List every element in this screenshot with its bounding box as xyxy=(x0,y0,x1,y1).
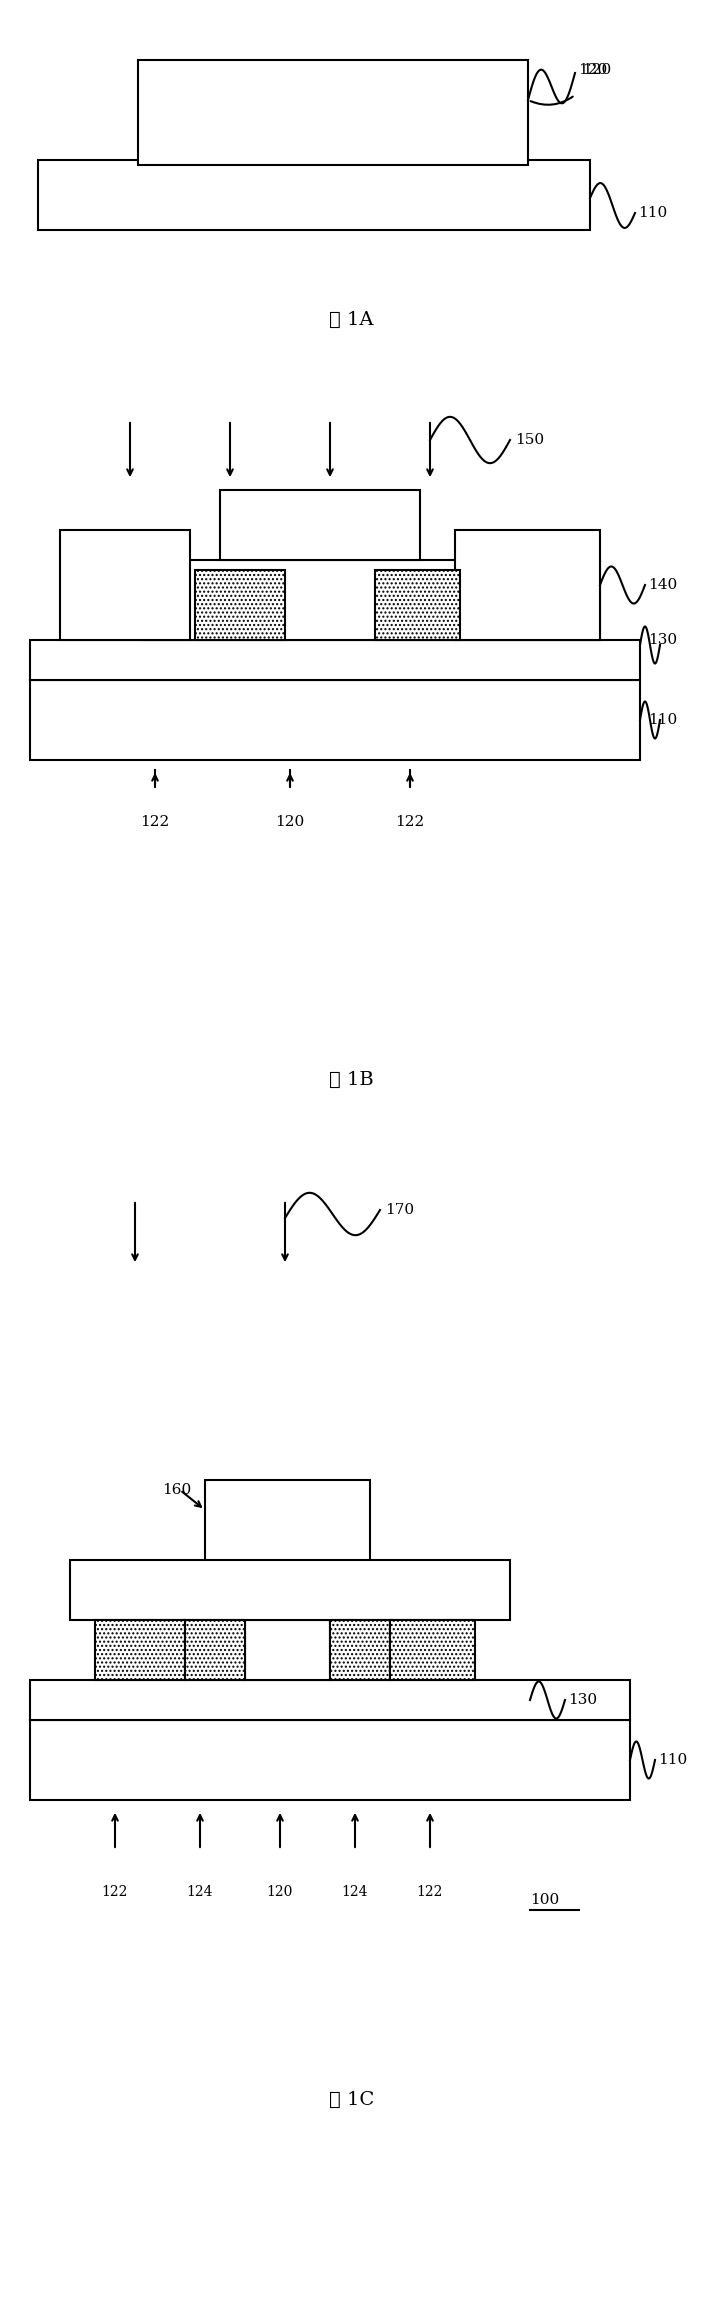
Text: 122: 122 xyxy=(102,1886,128,1900)
FancyBboxPatch shape xyxy=(195,570,285,639)
Text: 120: 120 xyxy=(276,816,304,829)
Text: 100: 100 xyxy=(530,1893,560,1907)
FancyBboxPatch shape xyxy=(60,531,190,639)
Text: 图 1B: 图 1B xyxy=(329,1070,374,1089)
Text: 图 1A: 图 1A xyxy=(329,310,374,329)
FancyBboxPatch shape xyxy=(455,531,600,639)
FancyBboxPatch shape xyxy=(38,160,590,229)
Text: 图 1C: 图 1C xyxy=(329,2090,374,2108)
FancyBboxPatch shape xyxy=(220,489,420,561)
FancyBboxPatch shape xyxy=(138,60,528,165)
FancyBboxPatch shape xyxy=(140,561,600,639)
FancyBboxPatch shape xyxy=(30,1719,630,1800)
Text: 140: 140 xyxy=(648,577,677,593)
Text: 120: 120 xyxy=(578,63,607,76)
Text: 130: 130 xyxy=(568,1694,597,1708)
Text: 110: 110 xyxy=(648,714,677,728)
FancyBboxPatch shape xyxy=(375,570,460,639)
Text: 122: 122 xyxy=(395,816,425,829)
FancyBboxPatch shape xyxy=(185,1620,245,1680)
FancyBboxPatch shape xyxy=(30,639,640,679)
Text: 130: 130 xyxy=(648,633,677,646)
FancyBboxPatch shape xyxy=(205,1481,370,1601)
Text: 124: 124 xyxy=(342,1886,368,1900)
FancyBboxPatch shape xyxy=(70,1559,510,1620)
Text: 110: 110 xyxy=(638,206,667,220)
Text: 122: 122 xyxy=(417,1886,443,1900)
Text: 120: 120 xyxy=(267,1886,293,1900)
Text: 122: 122 xyxy=(141,816,169,829)
Text: 110: 110 xyxy=(658,1754,688,1768)
Text: 120: 120 xyxy=(582,63,611,76)
FancyBboxPatch shape xyxy=(30,1680,630,1719)
FancyBboxPatch shape xyxy=(95,1620,185,1680)
FancyBboxPatch shape xyxy=(30,679,640,760)
FancyBboxPatch shape xyxy=(390,1620,475,1680)
Text: 160: 160 xyxy=(162,1483,191,1497)
Text: 150: 150 xyxy=(515,433,544,447)
FancyBboxPatch shape xyxy=(330,1620,390,1680)
FancyBboxPatch shape xyxy=(245,1620,330,1680)
Text: 124: 124 xyxy=(187,1886,213,1900)
Text: 170: 170 xyxy=(385,1203,414,1216)
